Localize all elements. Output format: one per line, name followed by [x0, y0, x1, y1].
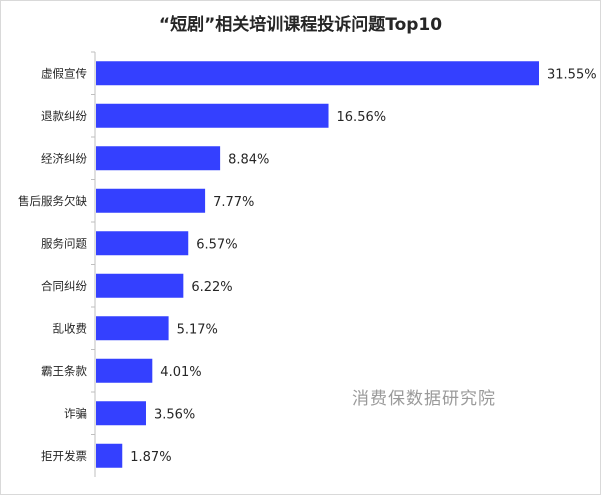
bar	[96, 273, 184, 298]
category-label: 虚假宣传	[41, 66, 87, 80]
category-label: 合同纠纷	[41, 279, 87, 293]
category-label: 诈骗	[64, 406, 87, 420]
data-label: 5.17%	[177, 322, 218, 337]
data-label: 1.87%	[130, 450, 171, 465]
data-label: 7.77%	[213, 195, 254, 210]
data-label: 6.22%	[191, 280, 232, 295]
chart-title: “短剧”相关培训课程投诉问题Top10	[158, 15, 443, 35]
bar	[96, 231, 189, 256]
bar	[96, 146, 221, 171]
bar	[96, 61, 539, 86]
category-label: 经济纠纷	[41, 151, 87, 165]
data-label: 3.56%	[154, 407, 195, 422]
bar	[96, 443, 123, 468]
bar	[96, 316, 169, 341]
data-label: 8.84%	[228, 152, 269, 167]
category-label: 售后服务欠缺	[18, 194, 87, 208]
data-label: 4.01%	[160, 365, 201, 380]
data-label: 16.56%	[337, 110, 387, 125]
watermark: 消费保数据研究院	[352, 389, 496, 409]
bar	[96, 401, 146, 426]
bar	[96, 103, 329, 128]
category-label: 退款纠纷	[41, 109, 87, 123]
bar	[96, 188, 206, 213]
category-label: 服务问题	[41, 236, 87, 250]
category-label: 拒开发票	[41, 449, 87, 463]
bar	[96, 358, 153, 383]
category-label: 霸王条款	[41, 364, 87, 378]
data-label: 6.57%	[196, 237, 237, 252]
category-label: 乱收费	[53, 321, 88, 335]
data-label: 31.55%	[547, 67, 597, 82]
